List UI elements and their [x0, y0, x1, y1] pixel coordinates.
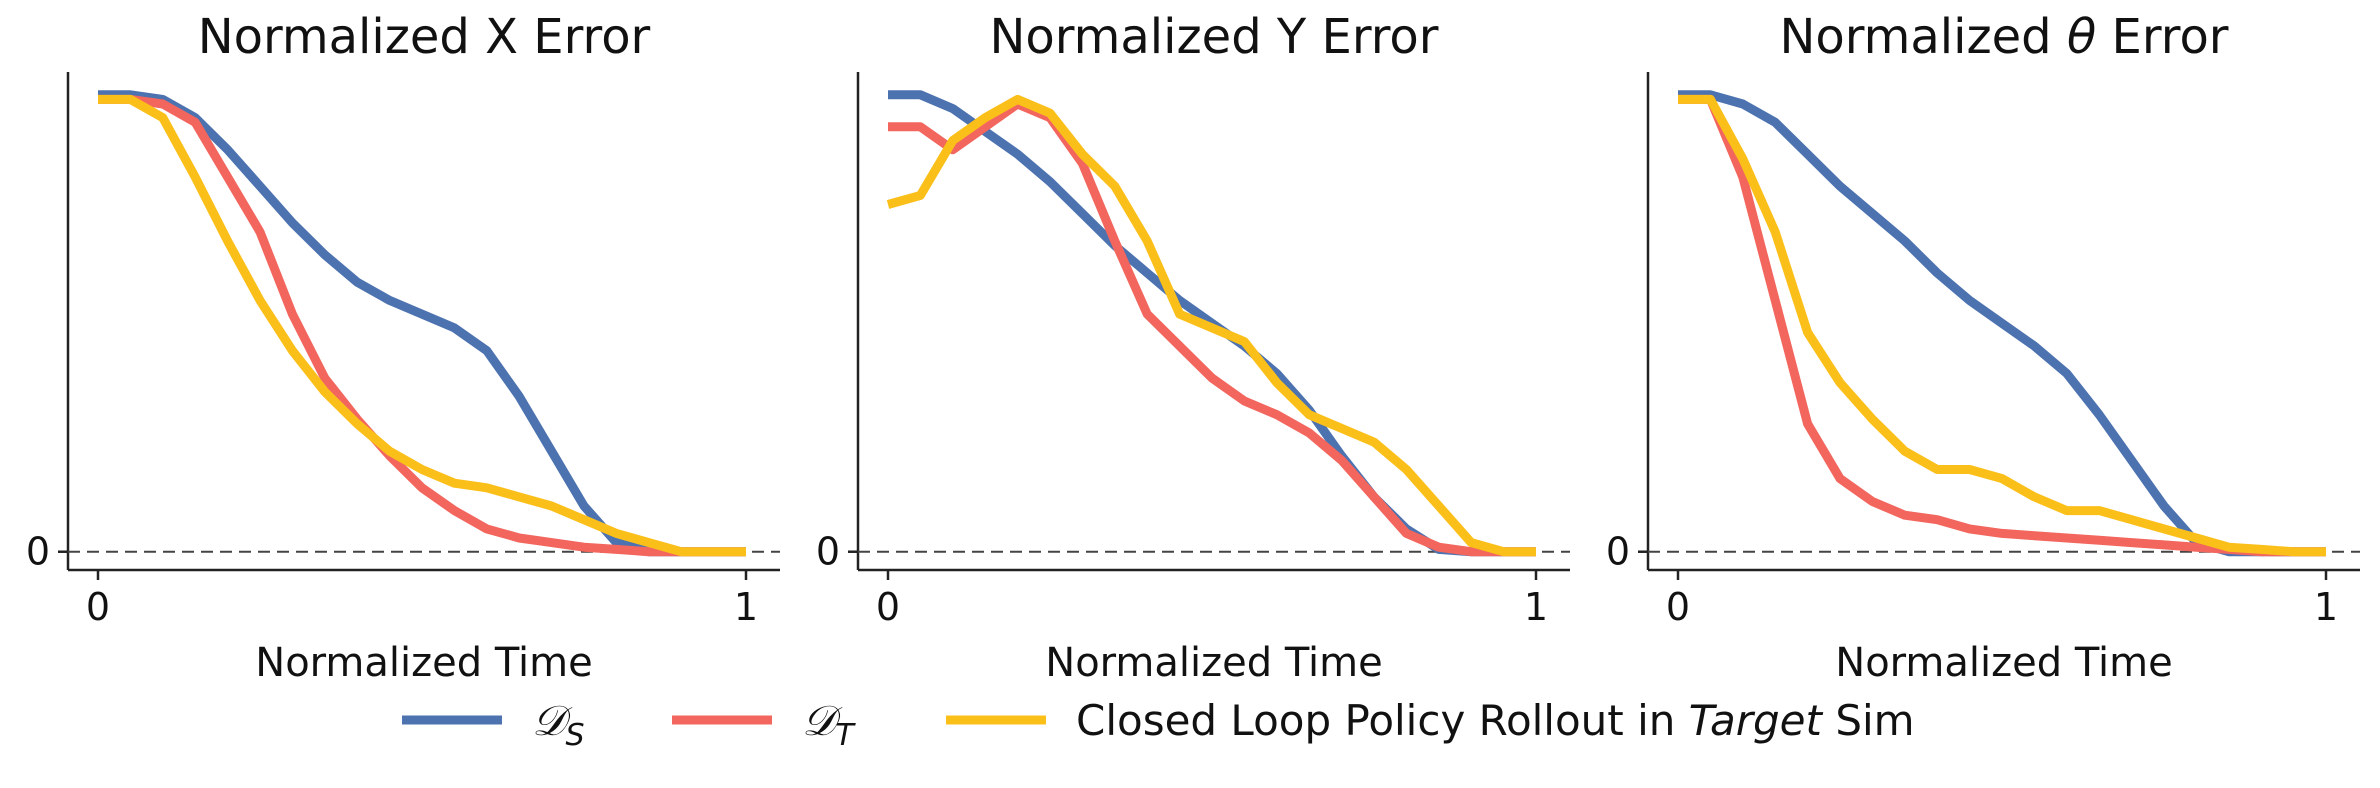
- x-tick-label: 1: [734, 585, 758, 629]
- x-axis-label: Normalized Time: [1045, 640, 1382, 686]
- series-line-dt: [98, 94, 746, 557]
- x-tick-label: 0: [86, 585, 110, 629]
- panel-2: 00 1 Normalized Time Normalized Y Error: [816, 9, 1570, 686]
- panel-3: 00 1 Normalized Time Normalized θ Error: [1606, 9, 2360, 686]
- legend-label-dt: 𝒟T: [802, 696, 857, 753]
- legend-label-ds: 𝒟S: [532, 696, 585, 753]
- x-axis-label: Normalized Time: [255, 640, 592, 686]
- x-axis-label: Normalized Time: [1835, 640, 2172, 686]
- x-tick-label: 0: [876, 585, 900, 629]
- y-tick-label: 0: [816, 530, 840, 574]
- series-line-dt: [888, 99, 1536, 557]
- series-line-cl: [98, 94, 746, 557]
- legend: 𝒟S 𝒟T Closed Loop Policy Rollout in Targ…: [402, 696, 1915, 753]
- y-tick-label: 0: [26, 530, 50, 574]
- series-line-cl: [886, 94, 1536, 557]
- x-tick-label: 0: [1666, 585, 1690, 629]
- chart-title: Normalized Y Error: [989, 9, 1438, 65]
- series-line-cl: [1678, 94, 2326, 557]
- panel-1: 00 1 Normalized Time Normalized X Error: [26, 9, 780, 686]
- legend-label-closed-loop: Closed Loop Policy Rollout in Target Sim: [1076, 696, 1915, 745]
- y-tick-label: 0: [1606, 530, 1630, 574]
- x-tick-label: 1: [2314, 585, 2338, 629]
- x-tick-label: 1: [1524, 585, 1548, 629]
- chart-title: Normalized X Error: [198, 9, 651, 65]
- chart-title: Normalized θ Error: [1779, 9, 2228, 65]
